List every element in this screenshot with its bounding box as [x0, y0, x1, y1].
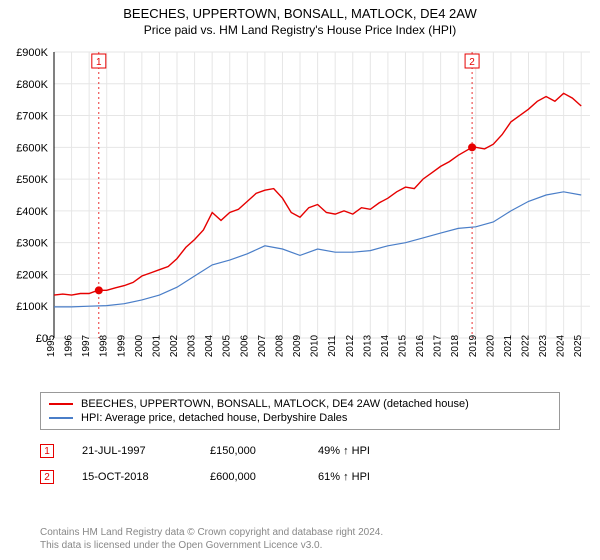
chart-area: £0£100K£200K£300K£400K£500K£600K£700K£80… — [0, 44, 600, 384]
svg-text:1997: 1997 — [81, 334, 92, 357]
svg-text:2002: 2002 — [169, 334, 180, 357]
svg-text:2016: 2016 — [415, 334, 426, 357]
svg-text:2000: 2000 — [134, 334, 145, 357]
svg-text:2020: 2020 — [485, 334, 496, 357]
legend-swatch — [49, 417, 73, 419]
legend-swatch — [49, 403, 73, 405]
legend-label: HPI: Average price, detached house, Derb… — [81, 412, 347, 424]
svg-text:£100K: £100K — [16, 301, 48, 313]
svg-text:£600K: £600K — [16, 142, 48, 154]
legend-row: BEECHES, UPPERTOWN, BONSALL, MATLOCK, DE… — [49, 397, 551, 411]
sale-date: 21-JUL-1997 — [82, 445, 182, 457]
chart-title: BEECHES, UPPERTOWN, BONSALL, MATLOCK, DE… — [0, 0, 600, 21]
sale-price: £150,000 — [210, 445, 290, 457]
svg-text:2012: 2012 — [345, 334, 356, 357]
svg-text:2007: 2007 — [257, 334, 268, 357]
svg-text:2008: 2008 — [274, 334, 285, 357]
sale-row: 1 21-JUL-1997 £150,000 49% ↑ HPI — [40, 438, 560, 464]
svg-text:2023: 2023 — [538, 334, 549, 357]
svg-text:2005: 2005 — [222, 334, 233, 357]
footer-line-1: Contains HM Land Registry data © Crown c… — [40, 526, 383, 539]
svg-text:1995: 1995 — [46, 334, 57, 357]
sale-price: £600,000 — [210, 471, 290, 483]
svg-text:£400K: £400K — [16, 206, 48, 218]
svg-text:£300K: £300K — [16, 238, 48, 250]
svg-text:2011: 2011 — [327, 335, 338, 357]
svg-text:1996: 1996 — [64, 334, 75, 357]
sale-badge: 2 — [40, 470, 54, 484]
sales-table: 1 21-JUL-1997 £150,000 49% ↑ HPI 2 15-OCT-201… — [40, 438, 560, 490]
sale-row: 2 15-OCT-2018 £600,000 61% ↑ HPI — [40, 464, 560, 490]
svg-text:2013: 2013 — [362, 334, 373, 357]
svg-text:1998: 1998 — [99, 334, 110, 357]
svg-text:2017: 2017 — [433, 334, 444, 357]
svg-text:2022: 2022 — [520, 334, 531, 357]
svg-text:2006: 2006 — [239, 334, 250, 357]
svg-text:£200K: £200K — [16, 269, 48, 281]
svg-text:1: 1 — [96, 57, 102, 68]
svg-text:2001: 2001 — [151, 334, 162, 357]
svg-text:2015: 2015 — [397, 334, 408, 357]
legend: BEECHES, UPPERTOWN, BONSALL, MATLOCK, DE… — [40, 392, 560, 430]
svg-text:2018: 2018 — [450, 334, 461, 357]
sale-pct: 49% ↑ HPI — [318, 445, 418, 457]
svg-text:2004: 2004 — [204, 334, 215, 357]
footer-attribution: Contains HM Land Registry data © Crown c… — [40, 526, 383, 552]
chart-subtitle: Price paid vs. HM Land Registry's House … — [0, 21, 600, 37]
legend-row: HPI: Average price, detached house, Derb… — [49, 411, 551, 425]
sale-pct: 61% ↑ HPI — [318, 471, 418, 483]
legend-label: BEECHES, UPPERTOWN, BONSALL, MATLOCK, DE… — [81, 398, 469, 410]
svg-text:£700K: £700K — [16, 111, 48, 123]
svg-text:2: 2 — [469, 57, 475, 68]
svg-text:2024: 2024 — [556, 334, 567, 357]
svg-text:2021: 2021 — [503, 334, 514, 357]
svg-text:£900K: £900K — [16, 47, 48, 59]
sale-date: 15-OCT-2018 — [82, 471, 182, 483]
svg-text:£800K: £800K — [16, 79, 48, 91]
svg-text:£500K: £500K — [16, 174, 48, 186]
svg-text:2009: 2009 — [292, 334, 303, 357]
line-chart-svg: £0£100K£200K£300K£400K£500K£600K£700K£80… — [0, 44, 600, 384]
footer-line-2: This data is licensed under the Open Gov… — [40, 539, 383, 552]
svg-text:2014: 2014 — [380, 334, 391, 357]
chart-container: BEECHES, UPPERTOWN, BONSALL, MATLOCK, DE… — [0, 0, 600, 560]
svg-text:2025: 2025 — [573, 334, 584, 357]
sale-badge: 1 — [40, 444, 54, 458]
svg-text:1999: 1999 — [116, 334, 127, 357]
svg-text:2010: 2010 — [310, 334, 321, 357]
svg-text:2019: 2019 — [468, 334, 479, 357]
svg-text:2003: 2003 — [187, 334, 198, 357]
